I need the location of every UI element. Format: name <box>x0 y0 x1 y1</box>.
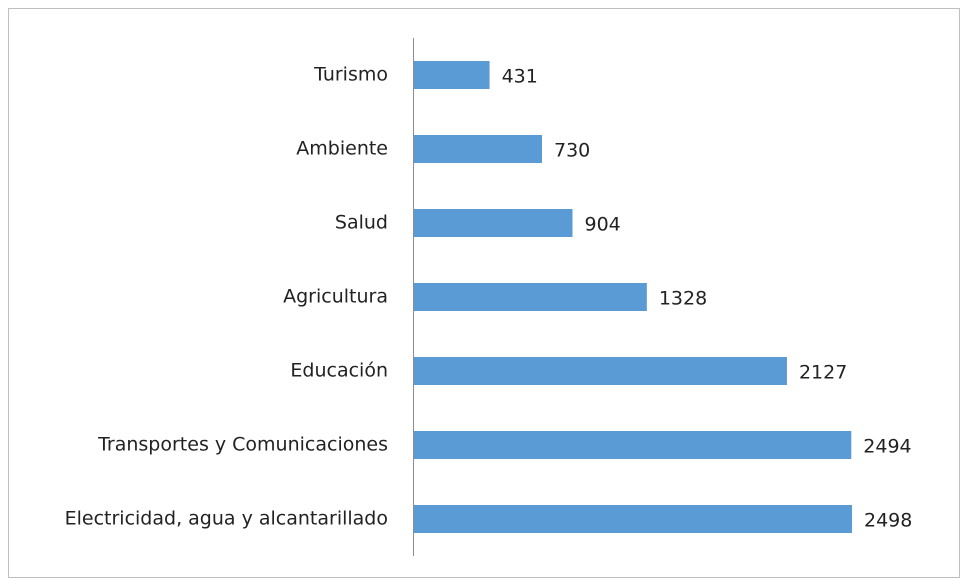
bar <box>414 357 787 385</box>
y-tick-label: Electricidad, agua y alcantarillado <box>65 508 388 530</box>
value-label: 2127 <box>799 362 847 384</box>
bar <box>414 431 852 459</box>
y-tick-label: Transportes y Comunicaciones <box>97 434 388 456</box>
value-label: 2498 <box>864 510 912 532</box>
bar <box>414 505 852 533</box>
bar <box>414 209 573 237</box>
y-tick-label: Ambiente <box>296 138 388 160</box>
bar <box>414 135 542 163</box>
bar <box>414 61 490 89</box>
value-label: 730 <box>554 140 590 162</box>
y-tick-label: Agricultura <box>283 286 388 308</box>
value-label: 1328 <box>659 288 707 310</box>
bar <box>414 283 647 311</box>
y-tick-label: Salud <box>335 212 388 234</box>
value-label: 2494 <box>863 436 911 458</box>
value-label: 431 <box>502 66 538 88</box>
value-label: 904 <box>585 214 621 236</box>
y-tick-label: Turismo <box>313 64 388 86</box>
y-tick-label: Educación <box>290 360 388 382</box>
